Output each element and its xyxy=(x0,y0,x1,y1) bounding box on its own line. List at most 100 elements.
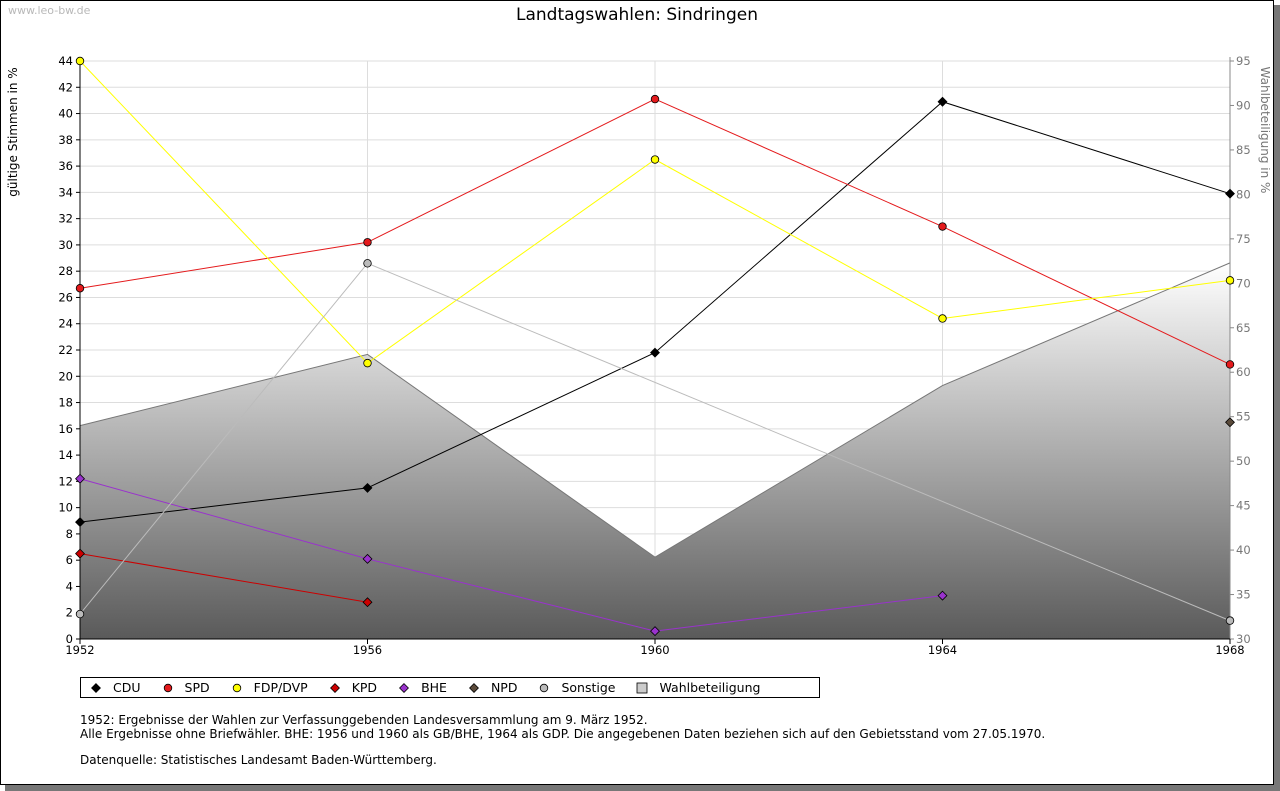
y-tick-label: 14 xyxy=(58,448,73,462)
point-bhe xyxy=(650,626,660,637)
data-source: Datenquelle: Statistisches Landesamt Bad… xyxy=(80,753,437,767)
point-cdu xyxy=(937,96,948,107)
y-tick-label: 26 xyxy=(58,290,73,304)
point-bhe xyxy=(937,590,948,601)
point-spd xyxy=(1225,360,1235,369)
note-line-1: 1952: Ergebnisse der Wahlen zur Verfassu… xyxy=(80,713,648,727)
series-line-bhe xyxy=(79,478,943,632)
chart-title: Landtagswahlen: Sindringen xyxy=(516,5,758,25)
legend-symbol-cdu xyxy=(89,681,103,695)
point-npd xyxy=(1225,417,1235,428)
y-axis-label: gültige Stimmen in % xyxy=(6,67,20,196)
legend-symbol-kpd xyxy=(328,681,342,695)
y-tick-label: 12 xyxy=(58,474,73,488)
point-cdu xyxy=(362,482,373,493)
axes: 0246810121416182022242628303234363840424… xyxy=(58,54,1250,657)
y-tick-label: 4 xyxy=(66,579,73,593)
legend-item-npd: NPD xyxy=(467,680,518,695)
watermark: www.leo-bw.de xyxy=(8,4,91,17)
y-tick-label: 38 xyxy=(58,133,73,147)
legend-label-npd: NPD xyxy=(490,680,518,695)
point-spd xyxy=(363,238,372,247)
point-kpd xyxy=(75,548,85,559)
legend-symbol-sonstige xyxy=(537,681,551,695)
point-fdp-dvp xyxy=(1225,276,1235,285)
point-fdp-dvp xyxy=(650,155,660,164)
legend-item-fdp-dvp: FDP/DVP xyxy=(230,680,308,695)
legend-label-kpd: KPD xyxy=(351,680,378,695)
y2-tick-label: 90 xyxy=(1236,98,1251,112)
point-spd xyxy=(75,284,85,293)
y-tick-label: 20 xyxy=(58,369,73,383)
legend-label-sonstige: Sonstige xyxy=(561,680,616,695)
y-tick-label: 0 xyxy=(66,632,73,646)
frame-shadow-bottom xyxy=(5,785,1280,791)
point-bhe xyxy=(75,473,85,484)
turnout-area xyxy=(80,262,1230,639)
legend-label-bhe: BHE xyxy=(421,680,447,695)
point-sonstige xyxy=(75,609,85,619)
y2-tick-label: 45 xyxy=(1236,499,1251,513)
series-line-kpd xyxy=(79,553,368,603)
point-cdu xyxy=(75,517,85,528)
y-tick-label: 32 xyxy=(58,212,73,226)
point-sonstige xyxy=(363,259,372,268)
y2-tick-label: 80 xyxy=(1236,187,1251,201)
legend-symbol-npd xyxy=(467,681,481,695)
chart: Landtagswahlen: Sindringen 0246810121416… xyxy=(6,5,1270,657)
y-tick-label: 22 xyxy=(58,343,73,357)
y2-tick-label: 75 xyxy=(1236,232,1251,246)
point-fdp-dvp xyxy=(363,358,372,368)
y2-tick-label: 85 xyxy=(1236,143,1251,157)
note-line-2: Alle Ergebnisse ohne Briefwähler. BHE: 1… xyxy=(80,727,1046,741)
legend-item-sonstige: Sonstige xyxy=(537,680,615,695)
legend-symbol-bhe xyxy=(397,681,411,695)
y-tick-label: 30 xyxy=(58,238,73,252)
legend-label-fdp-dvp: FDP/DVP xyxy=(253,680,308,695)
y2-tick-label: 55 xyxy=(1236,410,1251,424)
y2-tick-label: 60 xyxy=(1236,365,1251,379)
turnout-area-edge xyxy=(79,262,1231,558)
y-tick-label: 36 xyxy=(58,159,73,173)
y2-tick-label: 95 xyxy=(1236,54,1251,68)
y-tick-label: 34 xyxy=(58,185,73,199)
y-tick-label: 6 xyxy=(66,553,73,567)
turnout-area-layer xyxy=(79,262,1231,639)
y-tick-label: 8 xyxy=(66,527,73,541)
y2-tick-label: 35 xyxy=(1236,588,1251,602)
y-tick-label: 40 xyxy=(58,107,73,121)
x-tick-label: 1956 xyxy=(353,643,382,657)
point-spd xyxy=(938,222,947,231)
point-kpd xyxy=(362,597,373,608)
y2-tick-label: 70 xyxy=(1236,276,1251,290)
y2-tick-label: 30 xyxy=(1236,632,1251,646)
x-tick-label: 1964 xyxy=(928,643,957,657)
legend-item-kpd: KPD xyxy=(328,680,377,695)
legend-label-wahlbeteiligung: Wahlbeteiligung xyxy=(659,680,761,695)
y2-axis-label: Wahlbeteiligung in % xyxy=(1258,67,1270,194)
y-tick-label: 18 xyxy=(58,396,73,410)
y2-tick-label: 65 xyxy=(1236,321,1251,335)
legend: CDU SPD FDP/DVP KPD BHE NPD Sonstige Wahlbeteil… xyxy=(80,677,820,698)
legend-item-bhe: BHE xyxy=(397,680,447,695)
legend-item-wahlbeteiligung: Wahlbeteiligung xyxy=(635,680,760,695)
point-sonstige xyxy=(1225,616,1235,625)
y2-tick-label: 50 xyxy=(1236,454,1251,468)
legend-label-spd: SPD xyxy=(184,680,210,695)
legend-symbol-fdp-dvp xyxy=(230,681,244,695)
x-tick-label: 1952 xyxy=(65,643,94,657)
legend-item-cdu: CDU xyxy=(89,680,141,695)
point-fdp-dvp xyxy=(938,314,947,323)
notes: 1952: Ergebnisse der Wahlen zur Verfassu… xyxy=(80,713,1045,767)
y-tick-label: 24 xyxy=(58,317,73,331)
frame-shadow-right xyxy=(1274,5,1280,791)
y-tick-label: 42 xyxy=(58,80,73,94)
legend-label-cdu: CDU xyxy=(113,680,141,695)
legend-symbol-wahlbeteiligung xyxy=(635,681,649,695)
legend-item-spd: SPD xyxy=(161,680,210,695)
point-cdu xyxy=(650,347,660,358)
y-tick-label: 2 xyxy=(66,606,73,620)
x-tick-label: 1960 xyxy=(640,643,669,657)
point-fdp-dvp xyxy=(75,56,85,66)
point-bhe xyxy=(362,553,373,564)
